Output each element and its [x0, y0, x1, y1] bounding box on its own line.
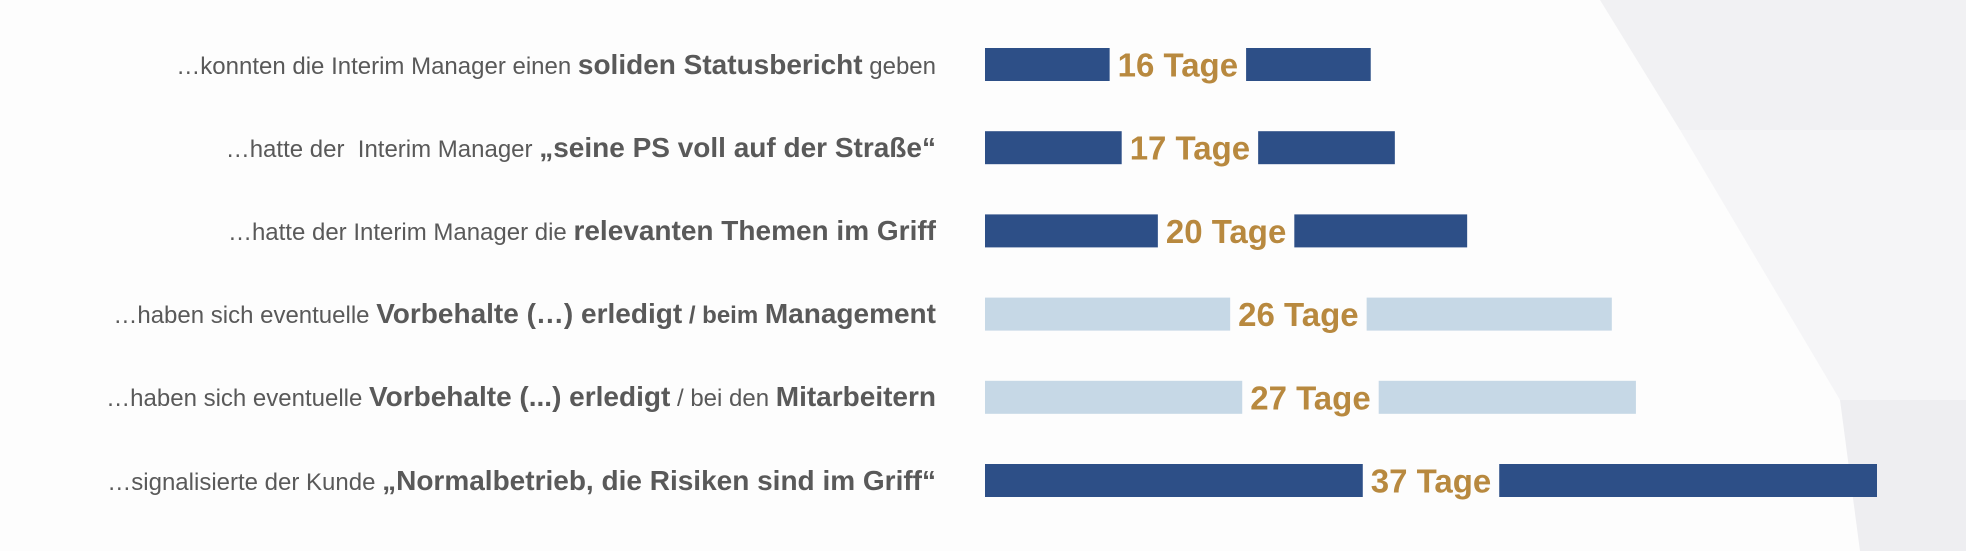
category-label-segment: Vorbehalte (…) erledigt — [376, 298, 683, 330]
data-label: 26 Tage — [1238, 296, 1358, 333]
background-shape — [1840, 400, 1966, 551]
data-label: 16 Tage — [1118, 47, 1238, 84]
category-label: …hatte der Interim Manager die relevante… — [228, 211, 936, 251]
category-label-segment: Mitarbeitern — [775, 381, 936, 413]
category-label-segment: Management — [764, 298, 936, 330]
category-label: …haben sich eventuelle Vorbehalte (…) er… — [113, 294, 936, 334]
category-label-segment: …haben sich eventuelle — [113, 302, 377, 330]
background-shape — [1600, 0, 1966, 130]
category-label-segment: geben — [862, 52, 936, 80]
category-label-segment: …konnten die Interim Manager einen — [176, 52, 578, 80]
category-label-segment: …haben sich eventuelle — [106, 385, 370, 413]
data-label: 37 Tage — [1371, 463, 1491, 500]
category-label: …hatte der Interim Manager „seine PS vol… — [226, 128, 936, 168]
data-label: 17 Tage — [1130, 130, 1250, 167]
data-label-background — [1362, 463, 1500, 498]
data-label-background — [1242, 379, 1379, 415]
data-label-background — [1109, 47, 1247, 82]
category-label-segment: …hatte der Interim Manager die — [227, 218, 574, 246]
category-label-segment: / bei den — [670, 385, 776, 413]
data-label: 27 Tage — [1250, 379, 1370, 416]
data-label-background — [1121, 130, 1259, 166]
data-label-background — [1230, 296, 1367, 332]
category-label-segment: Vorbehalte (...) erledigt — [369, 381, 671, 413]
category-label-segment: …signalisierte der Kunde — [107, 468, 383, 496]
category-label-segment: „seine PS voll auf der Straße“ — [539, 131, 936, 163]
category-label-segment: / beim — [682, 302, 765, 330]
category-label: …haben sich eventuelle Vorbehalte (...) … — [106, 377, 936, 417]
data-label: 20 Tage — [1166, 213, 1286, 250]
category-label: …konnten die Interim Manager einen solid… — [176, 45, 936, 85]
category-label-segment: soliden Statusbericht — [577, 48, 863, 80]
background-shape — [1680, 130, 1966, 400]
category-label-segment: relevanten Themen im Griff — [573, 214, 936, 246]
category-label: …signalisierte der Kunde „Normalbetrieb,… — [107, 461, 936, 501]
category-label-segment: …hatte der Interim Manager — [225, 135, 540, 163]
data-label-background — [1157, 213, 1295, 249]
category-label-segment: „Normalbetrieb, die Risiken sind im Grif… — [382, 464, 936, 496]
